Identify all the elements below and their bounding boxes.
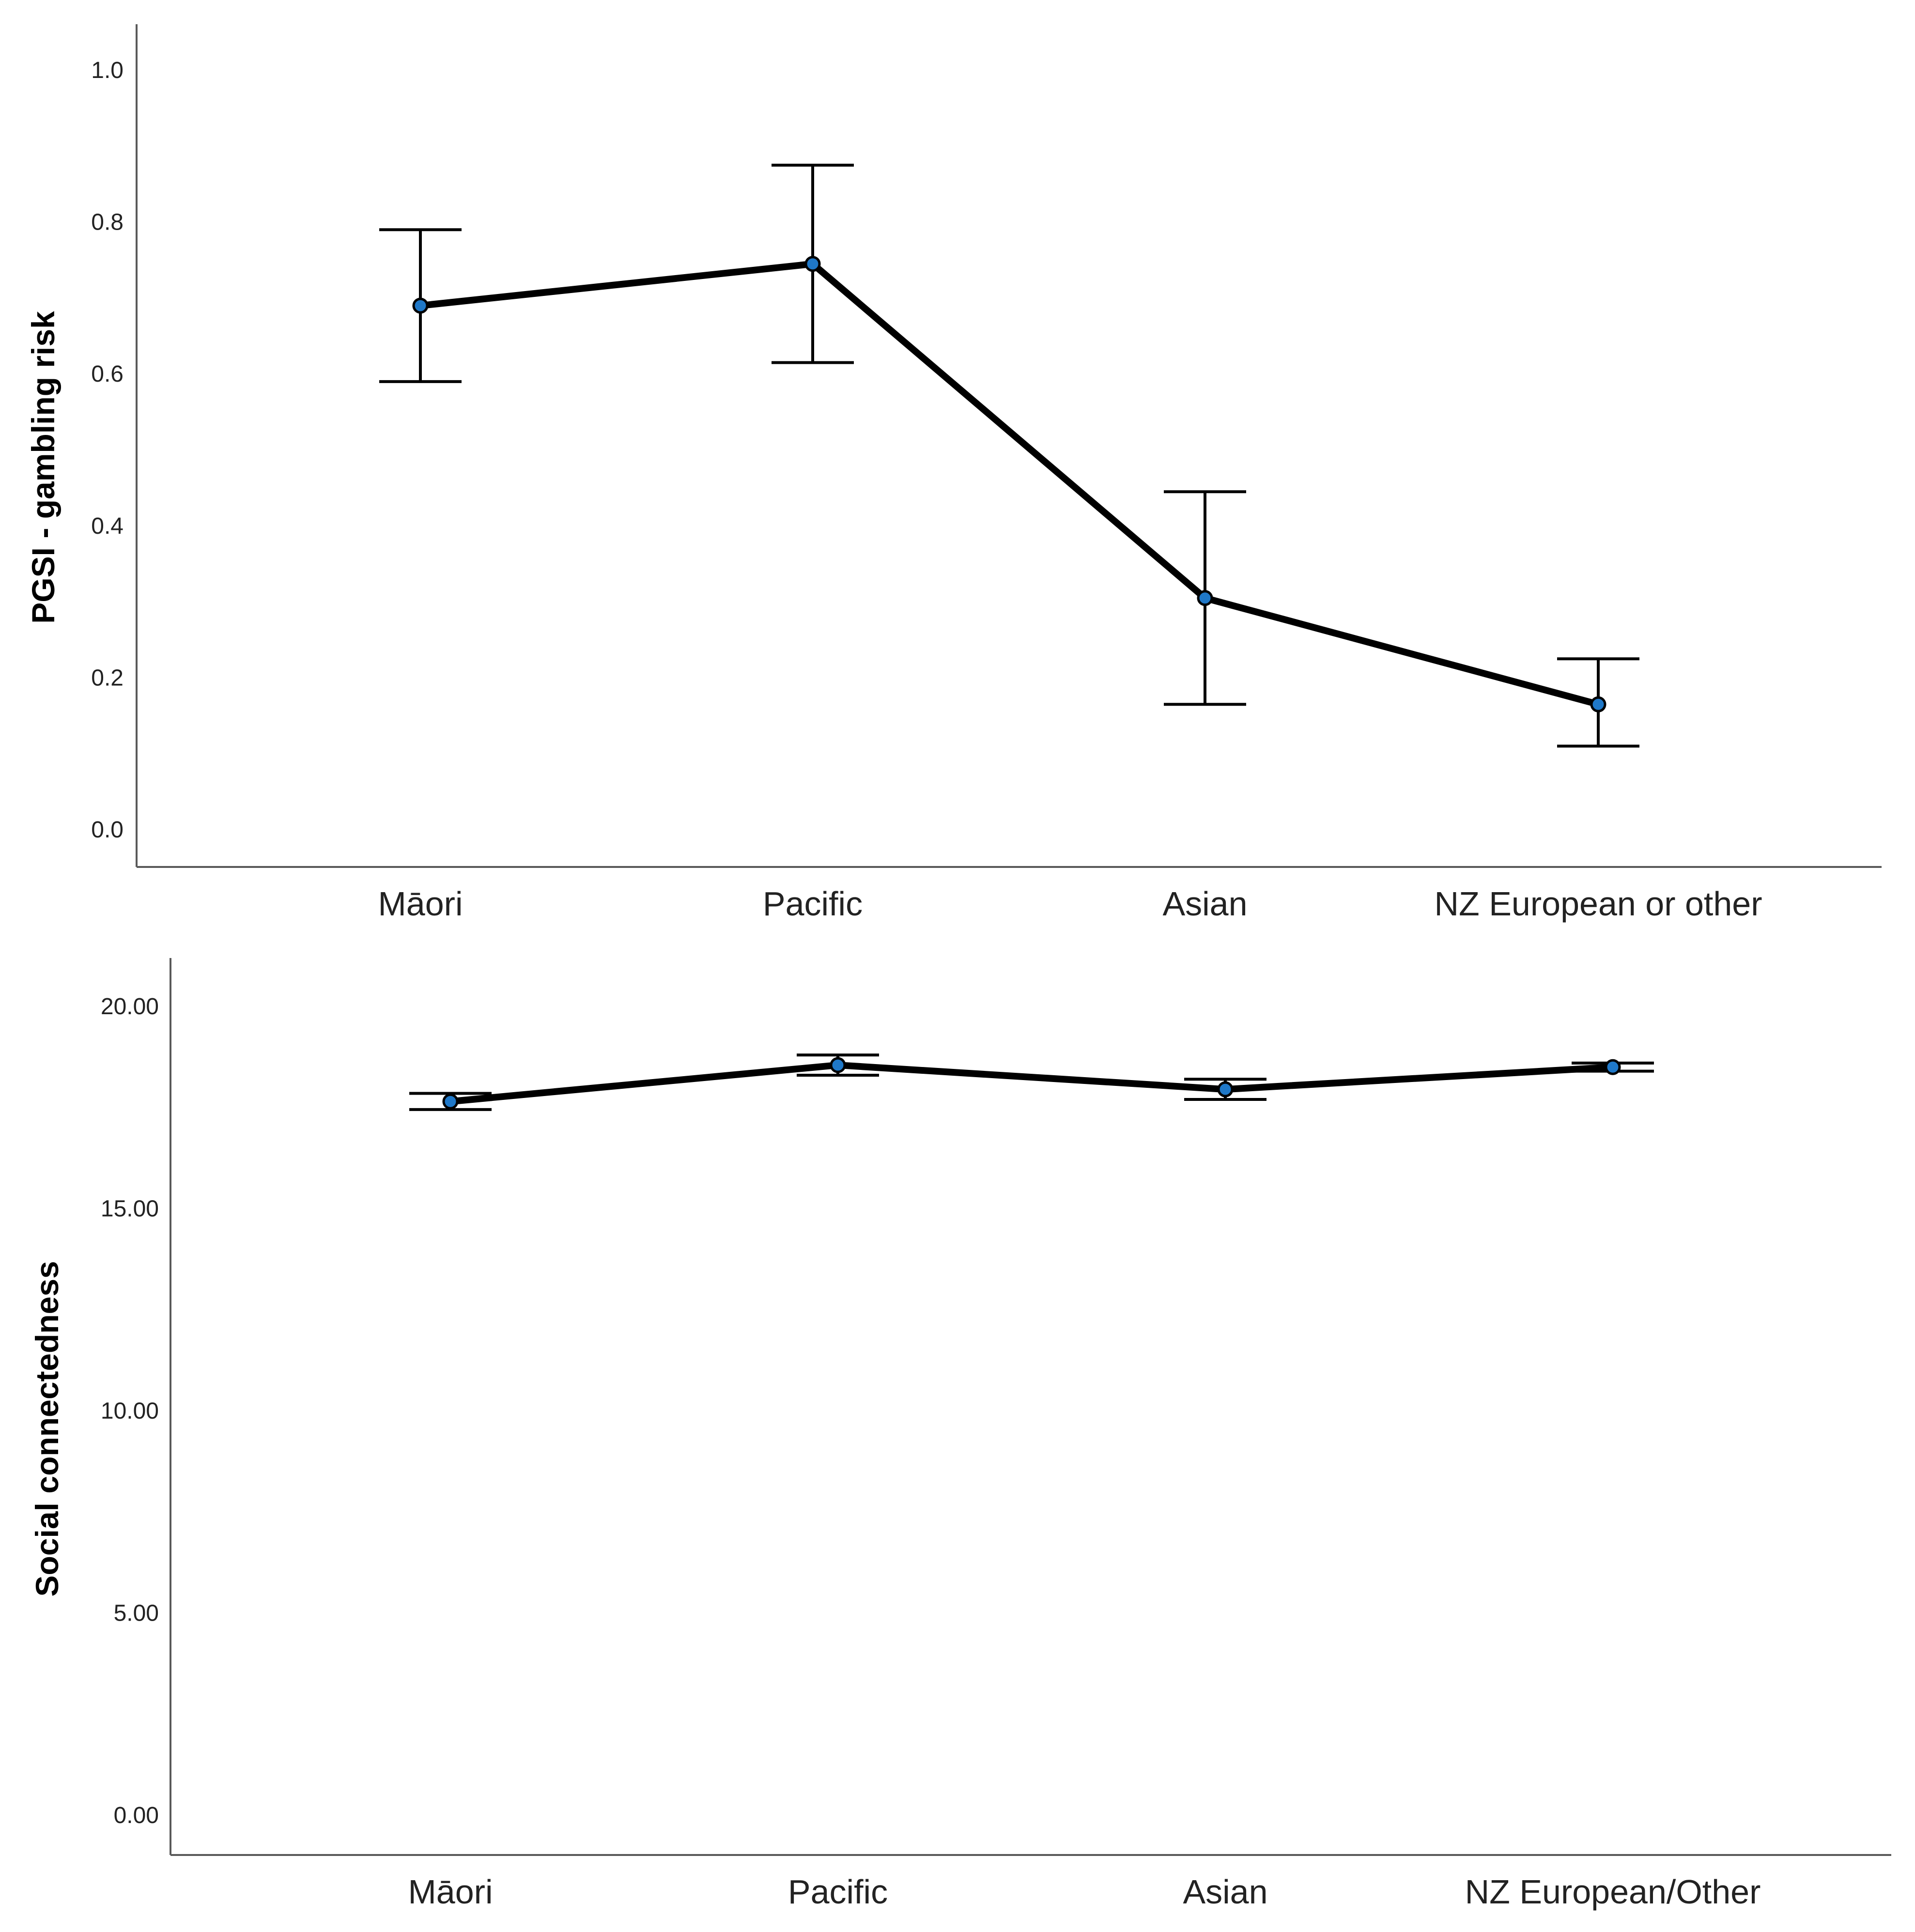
- data-point: [830, 1057, 846, 1073]
- x-tick-label: Māori: [408, 1873, 493, 1911]
- data-point: [412, 297, 429, 314]
- data-point: [1217, 1081, 1234, 1097]
- series-line: [420, 260, 1599, 708]
- y-axis-title: Social connectedness: [29, 1261, 65, 1596]
- y-tick-label: 5.00: [114, 1601, 159, 1626]
- y-tick-label: 0.00: [114, 1803, 159, 1828]
- y-tick-label: 20.00: [101, 994, 159, 1020]
- chart-panel-2: 0.00 5.00 10.00 15.00 20.00 Māori Pacific Asian…: [29, 958, 1891, 1911]
- data-point: [1197, 590, 1213, 606]
- x-tick-label: Asian: [1183, 1873, 1267, 1911]
- y-tick-label: 0.2: [91, 665, 124, 691]
- y-axis-title: PGSI - gambling risk: [25, 311, 61, 624]
- y-tick-label: 1.0: [91, 58, 124, 83]
- x-tick-label: Asian: [1162, 885, 1247, 923]
- x-tick-label: Pacific: [763, 885, 863, 923]
- y-tick-label: 15.00: [101, 1196, 159, 1222]
- chart-panel-1: 0.0 0.2 0.4 0.6 0.8 1.0 Māori Pacific Asian NZ Eu…: [25, 24, 1882, 923]
- y-tick-label: 0.4: [91, 513, 124, 539]
- y-tick-label: 0.6: [91, 361, 124, 387]
- data-point: [1590, 696, 1606, 712]
- y-tick-label: 0.0: [91, 817, 124, 843]
- x-tick-label: NZ European/Other: [1465, 1873, 1761, 1911]
- x-tick-label: Māori: [378, 885, 463, 923]
- x-tick-label: Pacific: [788, 1873, 888, 1911]
- data-point: [804, 256, 821, 272]
- y-tick-label: 0.8: [91, 210, 124, 235]
- y-tick-label: 10.00: [101, 1398, 159, 1424]
- series-line: [450, 1062, 1613, 1105]
- data-point: [1605, 1059, 1621, 1075]
- data-point: [442, 1093, 459, 1110]
- x-tick-label: NZ European or other: [1434, 885, 1762, 923]
